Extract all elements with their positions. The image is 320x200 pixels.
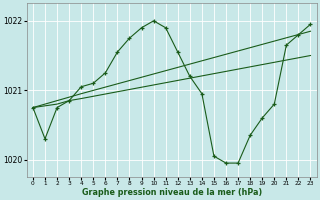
X-axis label: Graphe pression niveau de la mer (hPa): Graphe pression niveau de la mer (hPa) xyxy=(82,188,262,197)
